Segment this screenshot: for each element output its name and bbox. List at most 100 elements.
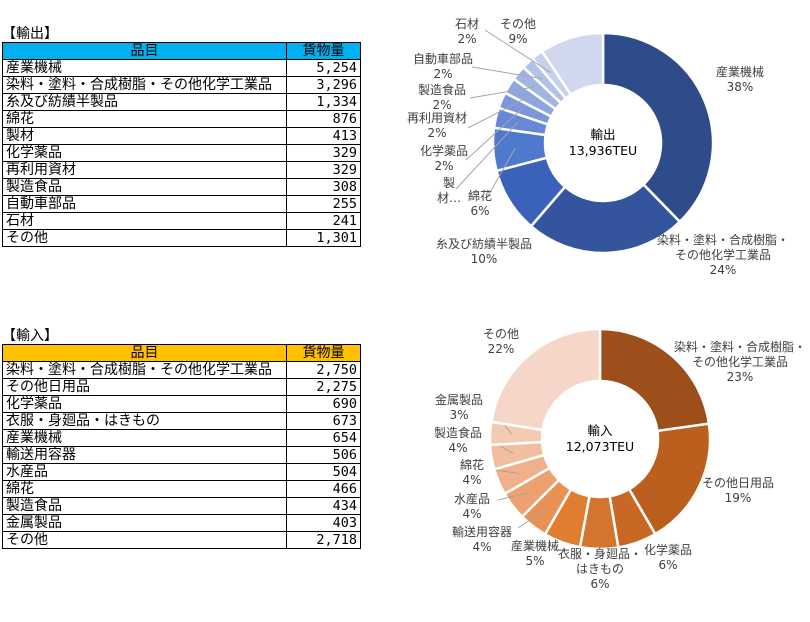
import-slice-label: 綿花 4%: [460, 457, 484, 487]
export-slice-label: 産業機械 38%: [716, 64, 764, 94]
import-table-row: その他日用品 2,275: [2, 378, 361, 396]
export-slice-label: 自動車部品 2%: [413, 51, 473, 81]
export-row-volume: 241: [286, 212, 361, 230]
export-leader-line: [455, 122, 518, 190]
import-table-row: 輸送用容器 506: [2, 446, 361, 464]
export-row-item: 石材: [2, 212, 287, 230]
export-leader-line: [469, 86, 536, 99]
export-table-row: その他 1,301: [2, 229, 361, 247]
export-row-volume: 329: [286, 144, 361, 162]
import-slice-label: 化学薬品 6%: [644, 542, 692, 572]
export-header-row: 品目 貨物量: [2, 42, 361, 60]
import-row-volume: 504: [286, 463, 361, 481]
import-slice-label: その他日用品 19%: [702, 476, 774, 505]
export-slice-label: 再利用資材 2%: [407, 111, 467, 140]
export-row-volume: 329: [286, 161, 361, 179]
import-row-item: その他: [2, 531, 287, 549]
import-row-item: 化学薬品: [2, 395, 287, 413]
import-row-volume: 466: [286, 480, 361, 498]
import-row-volume: 434: [286, 497, 361, 515]
import-row-item: 製造食品: [2, 497, 287, 515]
export-slice-label: 製材…: [437, 176, 461, 205]
export-row-item: 再利用資材: [2, 161, 287, 179]
import-row-volume: 2,750: [286, 361, 361, 379]
import-row-item: その他日用品: [2, 378, 287, 396]
export-table-row: 糸及び紡績半製品 1,334: [2, 93, 361, 111]
import-header-row: 品目 貨物量: [2, 344, 361, 362]
export-slice-label: 石材 2%: [455, 17, 479, 46]
import-slice-label: その他 22%: [483, 327, 519, 356]
import-slice: [598, 327, 711, 433]
import-slice-label: 輸送用容器 4%: [452, 524, 512, 554]
export-row-item: 産業機械: [2, 59, 287, 77]
export-row-volume: 255: [286, 195, 361, 213]
import-leader-line: [494, 469, 520, 474]
export-table-row: 産業機械 5,254: [2, 59, 361, 77]
import-row-item: 衣服・身廻品・はきもの: [2, 412, 287, 430]
export-row-item: 製造食品: [2, 178, 287, 196]
export-slice-label: 化学薬品 2%: [420, 143, 468, 173]
export-slice: [529, 182, 682, 255]
import-row-item: 綿花: [2, 480, 287, 498]
export-table-row: 自動車部品 255: [2, 195, 361, 213]
export-row-volume: 308: [286, 178, 361, 196]
export-row-item: 化学薬品: [2, 144, 287, 162]
export-row-volume: 5,254: [286, 59, 361, 77]
export-table-row: 化学薬品 329: [2, 144, 361, 162]
export-header-item: 品目: [2, 42, 287, 60]
export-table-row: 再利用資材 329: [2, 161, 361, 179]
import-table-row: 金属製品 403: [2, 514, 361, 532]
export-leader-line: [487, 147, 516, 197]
import-slice-label: 金属製品 3%: [435, 392, 483, 422]
export-center-label: 輸出 13,936TEU: [569, 127, 637, 158]
import-slice-label: 製造食品 4%: [434, 425, 482, 455]
import-row-volume: 2,718: [286, 531, 361, 549]
import-row-item: 金属製品: [2, 514, 287, 532]
import-row-item: 染料・塗料・合成樹脂・その他化学工業品: [2, 361, 287, 379]
import-title: 【輸入】: [2, 328, 58, 344]
import-donut-chart: 染料・塗料・合成樹脂・その他化学工業品 23% その他日用品 19% 化学薬品 6%衣服・…: [434, 327, 806, 591]
export-row-item: その他: [2, 229, 287, 247]
import-row-volume: 654: [286, 429, 361, 447]
export-row-item: 製材: [2, 127, 287, 145]
export-row-item: 綿花: [2, 110, 287, 128]
import-leader-line: [497, 491, 531, 501]
export-slice-label: 染料・塗料・合成樹脂・その他化学工業品 24%: [657, 232, 789, 277]
import-slice-label: 水産品 4%: [454, 491, 490, 521]
import-slice: [489, 327, 602, 432]
import-row-volume: 690: [286, 395, 361, 413]
export-slice: [601, 31, 715, 224]
export-header-volume: 貨物量: [286, 42, 361, 60]
export-slice: [540, 31, 605, 97]
import-row-item: 水産品: [2, 463, 287, 481]
import-table-row: 産業機械 654: [2, 429, 361, 447]
import-table-row: その他 2,718: [2, 531, 361, 549]
import-header-item: 品目: [2, 344, 287, 362]
import-center-label: 輸入 12,073TEU: [566, 423, 634, 454]
import-row-volume: 2,275: [286, 378, 361, 396]
import-table: 品目 貨物量 染料・塗料・合成樹脂・その他化学工業品 2,750 その他日用品 2,2…: [2, 344, 361, 549]
export-donut-chart: 産業機械 38% 染料・塗料・合成樹脂・その他化学工業品 24% 糸及び紡績半製品 10%…: [407, 17, 789, 277]
export-row-item: 染料・塗料・合成樹脂・その他化学工業品: [2, 76, 287, 94]
import-table-row: 染料・塗料・合成樹脂・その他化学工業品 2,750: [2, 361, 361, 379]
export-row-volume: 1,334: [286, 93, 361, 111]
export-row-item: 自動車部品: [2, 195, 287, 213]
import-header-volume: 貨物量: [286, 344, 361, 362]
export-table-row: 綿花 876: [2, 110, 361, 128]
import-slice-label: 産業機械 5%: [511, 538, 559, 568]
export-table-row: 製材 413: [2, 127, 361, 145]
export-title: 【輸出】: [2, 26, 58, 42]
export-leader-line: [484, 29, 551, 73]
export-row-volume: 876: [286, 110, 361, 128]
export-leader-line: [465, 108, 523, 161]
import-slice-label: 衣服・身廻品・はきもの 6%: [558, 546, 642, 591]
import-row-volume: 506: [286, 446, 361, 464]
export-row-volume: 413: [286, 127, 361, 145]
import-row-volume: 673: [286, 412, 361, 430]
export-leader-line: [467, 96, 529, 129]
import-row-volume: 403: [286, 514, 361, 532]
export-table-row: 製造食品 308: [2, 178, 361, 196]
export-table: 品目 貨物量 産業機械 5,254 染料・塗料・合成樹脂・その他化学工業品 3,296…: [2, 42, 361, 247]
export-row-volume: 3,296: [286, 76, 361, 94]
export-row-volume: 1,301: [286, 229, 361, 247]
